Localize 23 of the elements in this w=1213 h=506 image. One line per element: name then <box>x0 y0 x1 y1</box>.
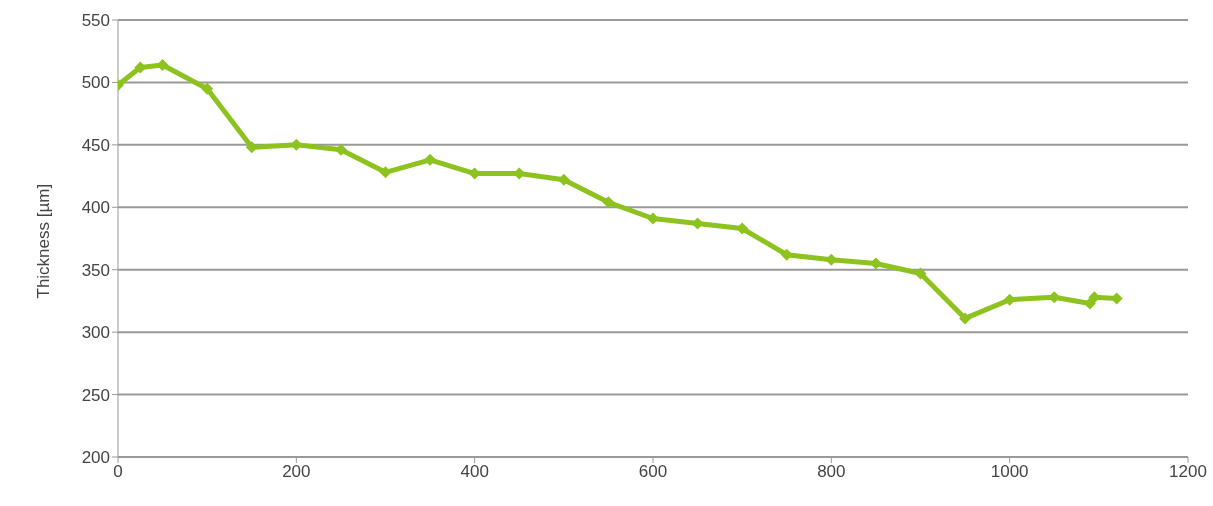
y-tick-label: 400 <box>81 198 110 218</box>
x-tick-label: 0 <box>113 462 123 482</box>
point <box>424 153 437 166</box>
point <box>959 312 972 325</box>
point <box>647 212 659 225</box>
x-tick-label: 800 <box>817 462 846 482</box>
y-tick-label: 300 <box>81 323 110 343</box>
y-tick-label: 500 <box>81 73 110 93</box>
y-tick-label: 350 <box>81 260 110 280</box>
x-tick-label: 400 <box>460 462 489 482</box>
x-tick-label: 1000 <box>990 462 1029 482</box>
x-tick-label: 1200 <box>1169 462 1207 482</box>
point <box>201 82 214 95</box>
y-tick-label: 250 <box>81 385 110 405</box>
x-tick-label: 200 <box>282 462 311 482</box>
y-axis-title: Thickness [µm] <box>34 183 54 299</box>
y-tick-label: 450 <box>81 135 110 155</box>
y-tick-label: 550 <box>81 11 110 31</box>
point <box>379 166 392 179</box>
point <box>602 196 615 209</box>
point <box>736 222 749 235</box>
y-tick-label: 200 <box>81 448 110 468</box>
x-tick-label: 600 <box>638 462 668 482</box>
